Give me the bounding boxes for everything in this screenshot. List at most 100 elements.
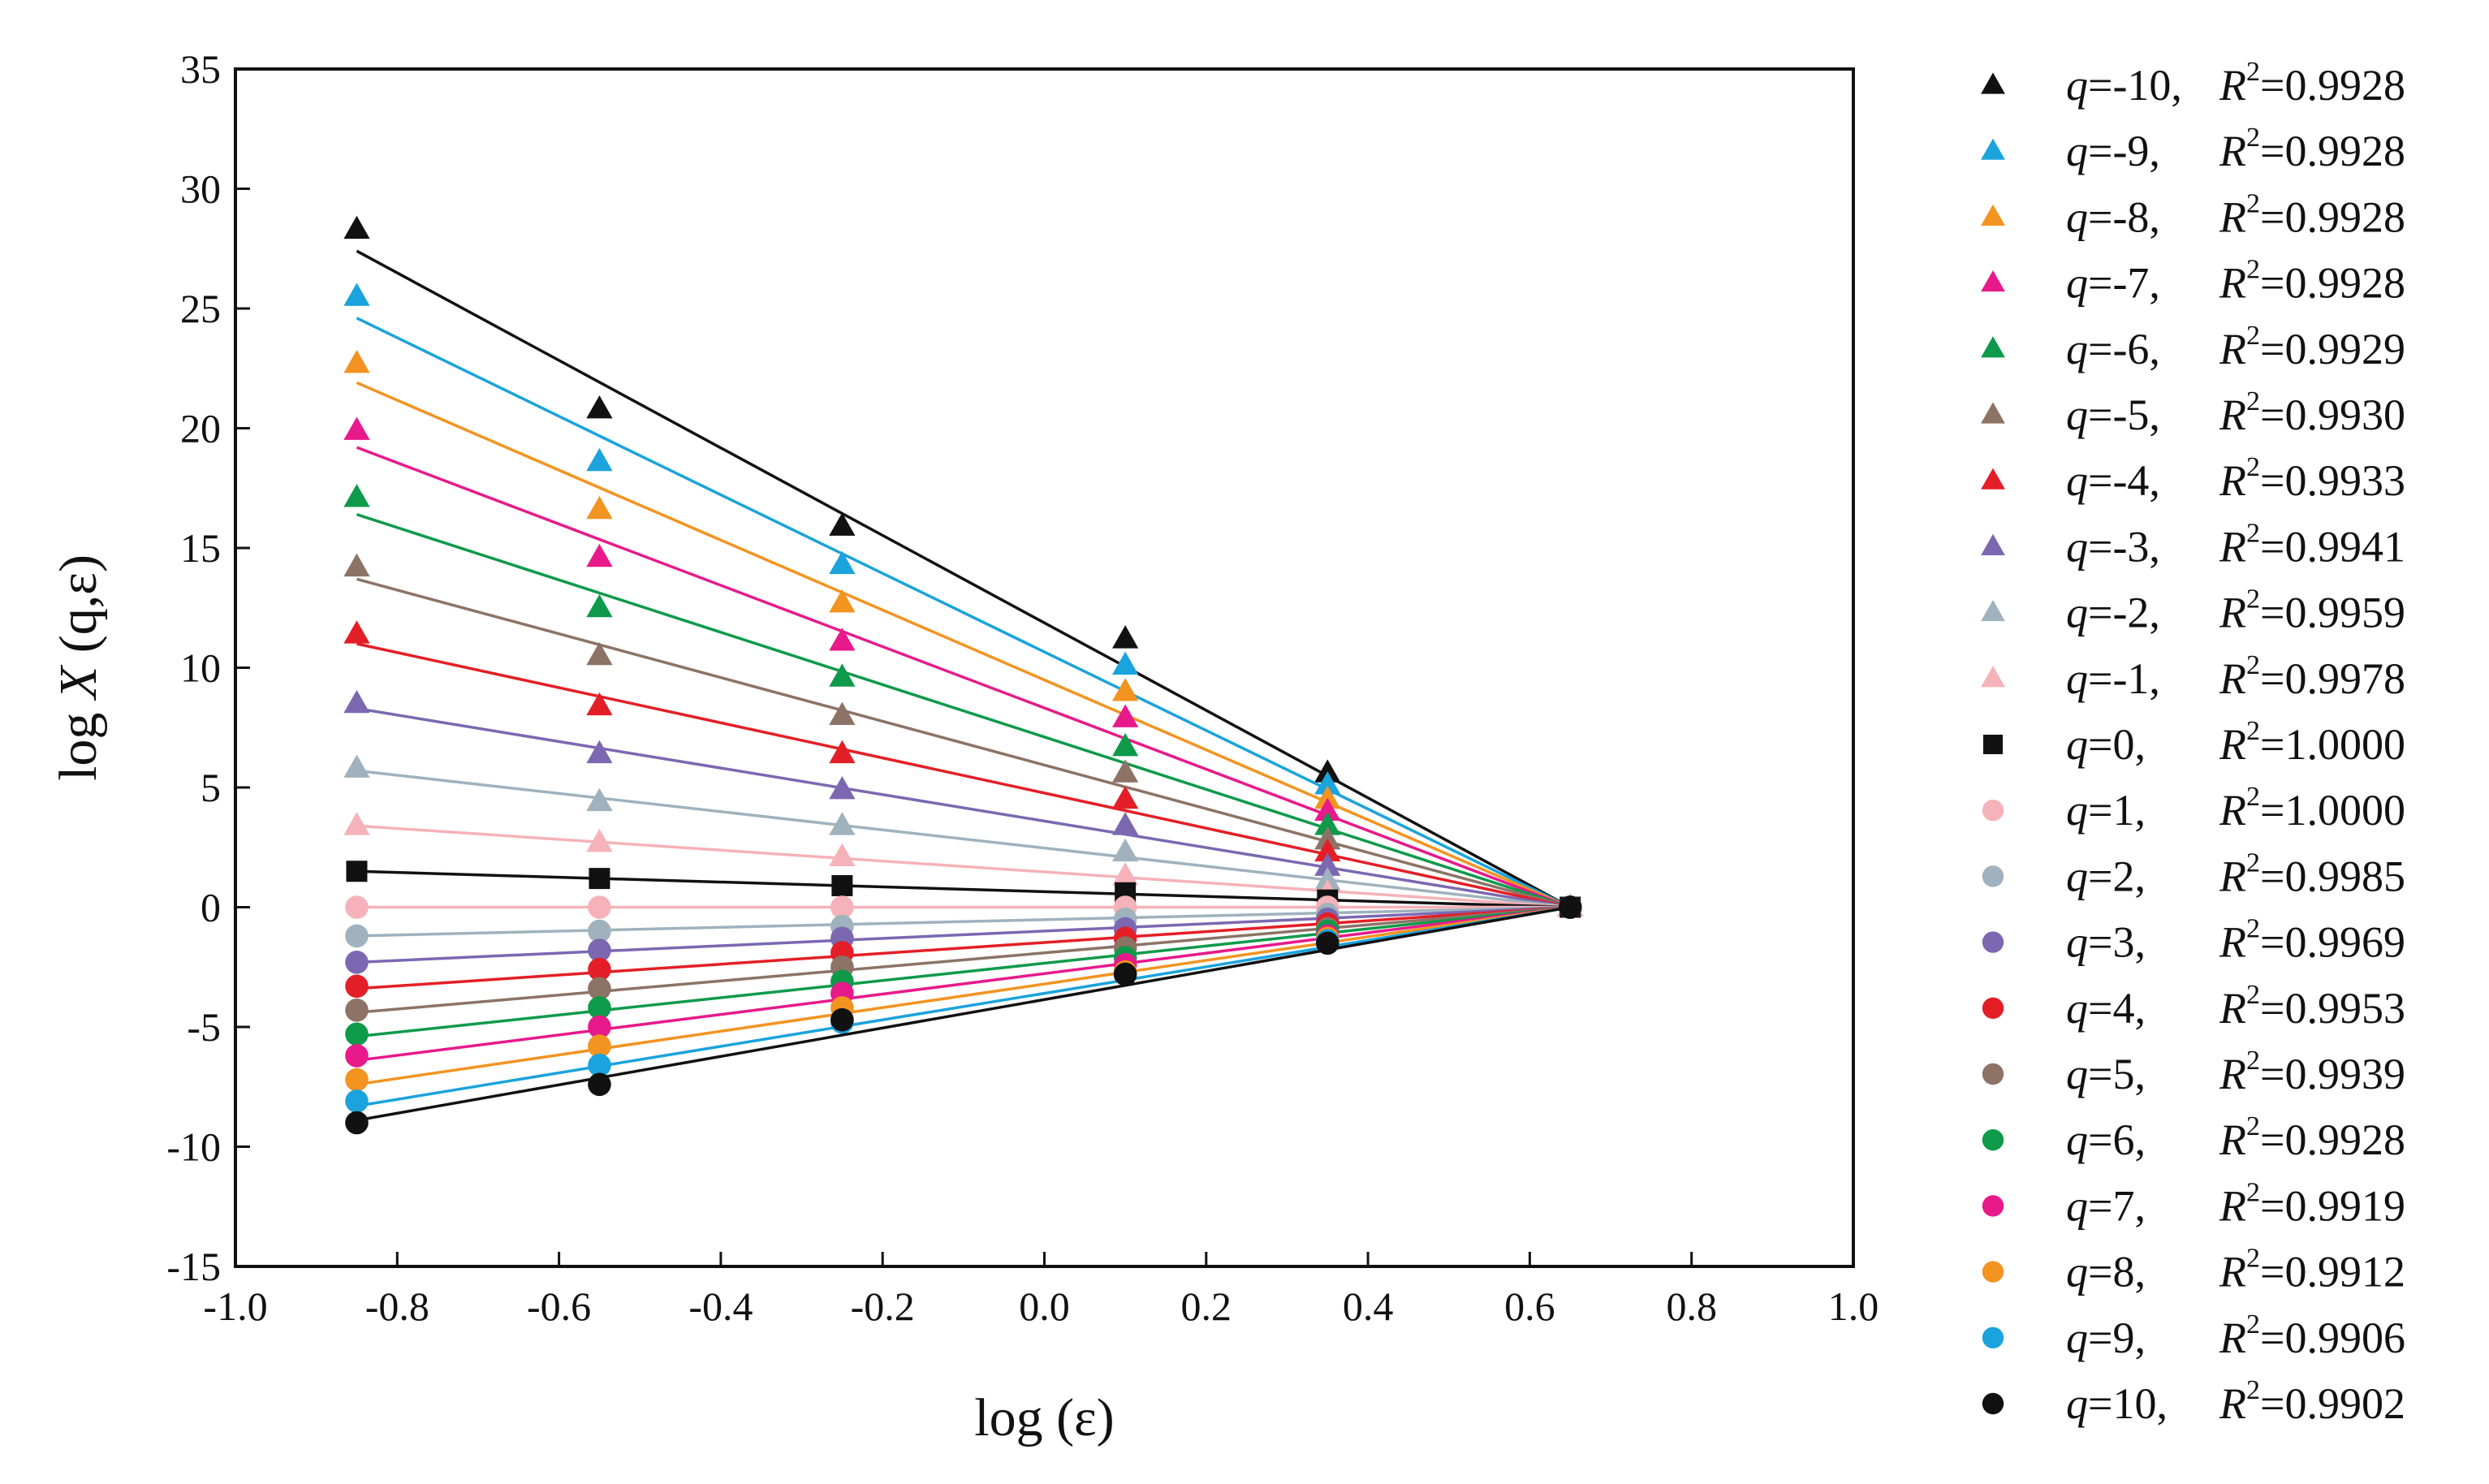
- legend-r2-label: R2=0.9912: [2219, 1244, 2405, 1296]
- data-point: [586, 495, 613, 520]
- data-point: [343, 416, 370, 440]
- data-point: [588, 895, 611, 919]
- y-tick-label: -15: [166, 1244, 221, 1289]
- legend-marker: [1982, 1392, 2004, 1415]
- legend-q-label: q=10,: [2066, 1379, 2168, 1428]
- legend-r2-label: R2=0.9928: [2219, 123, 2405, 175]
- fit-line: [356, 905, 1571, 1108]
- legend-r2-label: R2=0.9928: [2219, 255, 2405, 308]
- data-point: [1112, 785, 1139, 809]
- data-point: [345, 951, 369, 974]
- data-point: [586, 641, 613, 666]
- legend-q-label: q=3,: [2066, 918, 2146, 967]
- legend-r2-label: R2=0.9969: [2219, 914, 2405, 967]
- data-point: [588, 919, 611, 943]
- legend-q-label: q=-4,: [2066, 456, 2160, 505]
- legend-q-label: q=5,: [2066, 1050, 2146, 1098]
- legend-q-label: q=-8,: [2066, 192, 2160, 241]
- data-point: [829, 589, 856, 613]
- data-point: [1113, 962, 1137, 986]
- legend-marker: [1981, 468, 2005, 490]
- fit-line: [356, 706, 1571, 909]
- legend-q-label: q=-5,: [2066, 390, 2160, 439]
- y-axis-label-args: (q,ε): [49, 554, 108, 667]
- legend-r2-label: R2=0.9978: [2219, 650, 2405, 703]
- data-point: [586, 740, 613, 764]
- data-point: [588, 1053, 611, 1077]
- legend-marker: [1981, 72, 2005, 94]
- data-point: [588, 957, 611, 981]
- data-point: [586, 787, 613, 812]
- data-point: [1314, 838, 1341, 862]
- data-point: [589, 868, 610, 890]
- legend-r2-label: R2=0.9930: [2219, 386, 2405, 439]
- legend-item-q-1: q=-1, R2=0.9978: [1981, 650, 2405, 703]
- y-tick-label: 15: [180, 525, 221, 571]
- legend-marker: [1982, 1261, 2004, 1283]
- legend-marker: [1981, 336, 2005, 358]
- legend-item-q-4: q=-4, R2=0.9933: [1981, 452, 2405, 505]
- fit-line: [356, 905, 1571, 964]
- data-point: [829, 663, 856, 687]
- data-point: [1112, 704, 1139, 727]
- legend-r2-label: R2=0.9939: [2219, 1046, 2405, 1098]
- data-point: [343, 620, 370, 644]
- data-point: [586, 543, 613, 567]
- legend-item-q-10: q=-10, R2=0.9928: [1981, 57, 2405, 110]
- legend-r2-label: R2=0.9985: [2219, 848, 2405, 900]
- data-point: [1112, 651, 1139, 675]
- data-point: [345, 974, 369, 999]
- data-point: [586, 447, 613, 472]
- legend-item-q-7: q=-7, R2=0.9928: [1981, 255, 2405, 308]
- legend-item-q3: q=3, R2=0.9969: [1982, 914, 2405, 967]
- legend-q-label: q=4,: [2066, 984, 2146, 1033]
- data-point: [345, 895, 369, 919]
- x-tick-label: -0.8: [365, 1283, 429, 1329]
- data-point: [1314, 771, 1341, 795]
- fit-line: [356, 317, 1571, 909]
- series-q-2: [343, 754, 1584, 917]
- data-point: [345, 1068, 369, 1092]
- legend-marker: [1981, 270, 2005, 292]
- legend-item-q-2: q=-2, R2=0.9959: [1981, 585, 2405, 637]
- x-tick-label: 1.0: [1828, 1283, 1879, 1329]
- data-point: [588, 938, 611, 962]
- axes: -1.0 -0.8 -0.6 -0.4 -0.2 0.0 0.2 0.4 0.6 0.8 1.0 -1…: [166, 46, 1879, 1329]
- data-point: [829, 812, 856, 835]
- y-tick-label: 35: [180, 46, 221, 92]
- data-point: [1314, 759, 1341, 783]
- fit-line: [356, 249, 1572, 909]
- series-q10: [345, 895, 1582, 1135]
- fit-line: [356, 769, 1571, 909]
- y-tick-label: 10: [180, 645, 221, 691]
- legend-marker: [1982, 931, 2004, 953]
- data-point: [588, 977, 611, 1001]
- legend-item-q-8: q=-8, R2=0.9928: [1981, 188, 2405, 241]
- data-point: [829, 843, 856, 867]
- data-point: [588, 1034, 611, 1058]
- data-point: [830, 895, 854, 919]
- plot-marks: [343, 215, 1584, 1135]
- legend-q-label: q=-10,: [2066, 61, 2182, 110]
- x-tick-label: 0.2: [1181, 1283, 1232, 1329]
- legend-item-q6: q=6, R2=0.9928: [1982, 1111, 2405, 1164]
- data-point: [586, 593, 613, 618]
- legend-r2-label: R2=0.9941: [2219, 518, 2405, 571]
- data-point: [345, 1111, 369, 1135]
- legend-r2-label: R2=0.9919: [2219, 1177, 2405, 1230]
- y-tick-label: 5: [201, 765, 221, 810]
- legend-r2-label: R2=0.9953: [2219, 980, 2405, 1033]
- x-tick-label: -0.4: [688, 1283, 753, 1329]
- legend-item-q5: q=5, R2=0.9939: [1982, 1046, 2405, 1098]
- legend-q-label: q=8,: [2066, 1248, 2146, 1296]
- legend-r2-label: R2=0.9959: [2219, 585, 2405, 637]
- y-axis-label-prefix: log: [49, 699, 108, 781]
- data-point: [830, 1007, 854, 1032]
- legend-q-label: q=-2,: [2066, 589, 2160, 637]
- data-point: [345, 1022, 369, 1046]
- legend-q-label: q=-7,: [2066, 259, 2160, 308]
- legend-q-label: q=-1,: [2066, 654, 2160, 703]
- data-point: [1112, 812, 1139, 835]
- legend-r2-label: R2=0.9902: [2219, 1375, 2405, 1428]
